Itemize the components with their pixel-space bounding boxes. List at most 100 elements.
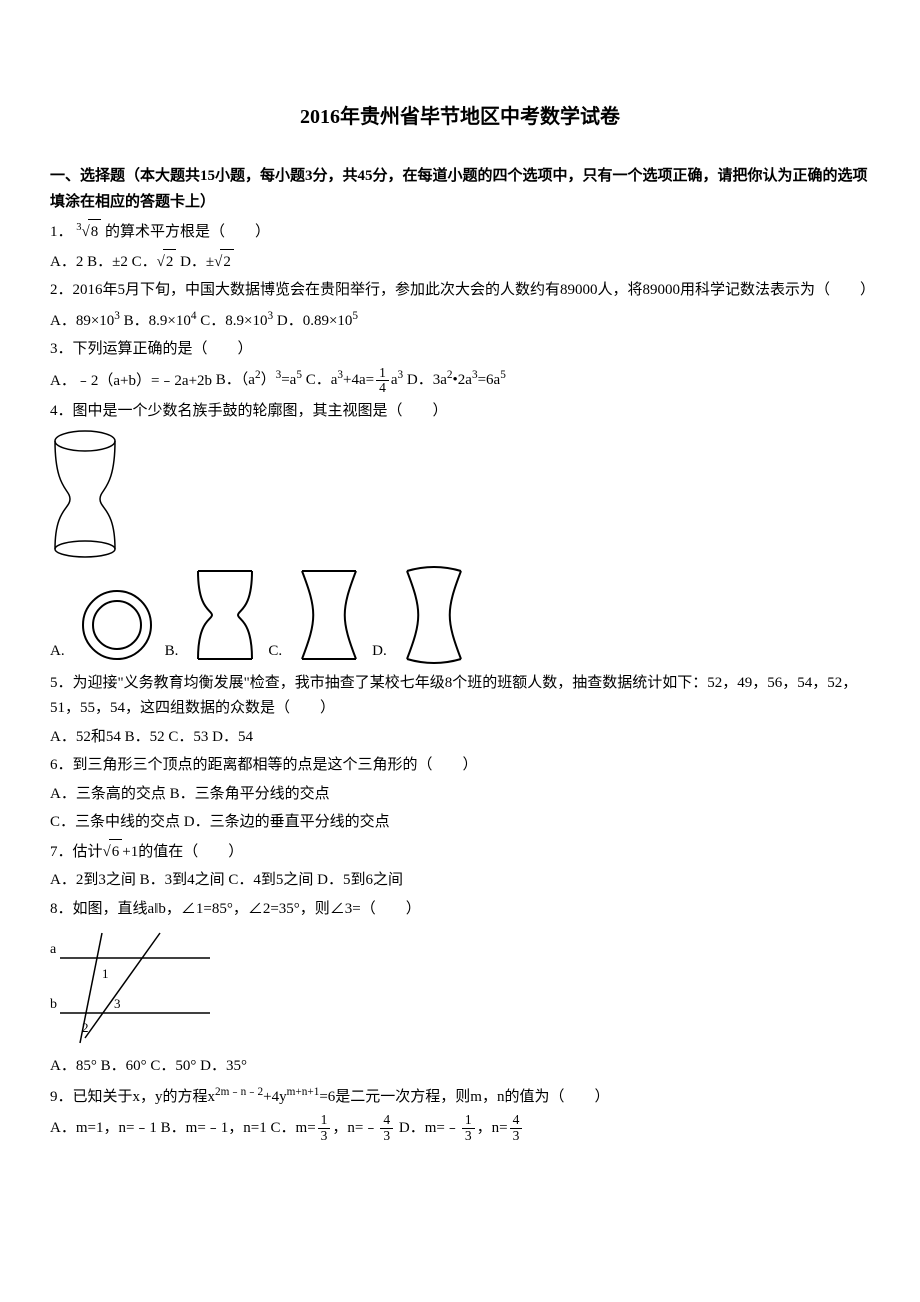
- q1-stem: 1． 3√8 的算术平方根是（ ）: [50, 219, 870, 246]
- q3-d-e3: 5: [500, 369, 506, 381]
- q3-c-pre: C．a: [306, 372, 338, 388]
- q4-stem: 4．图中是一个少数名族手鼓的轮廓图，其主视图是（ ）: [50, 399, 870, 425]
- q3-b-e3: 5: [296, 369, 302, 381]
- q2-choice-d: D．0.89×105: [277, 313, 358, 329]
- q9-stem: 9．已知关于x，y的方程x2m﹣n﹣2+4ym+n+1=6是二元一次方程，则m，…: [50, 1083, 870, 1111]
- drum-outline-icon: [50, 429, 120, 559]
- q9-d-pre: D．m=﹣: [399, 1120, 460, 1136]
- q1-choice-a: A．2: [50, 254, 83, 270]
- q6-choice-a: A．三条高的交点: [50, 786, 166, 802]
- q9-c-n2: 4: [380, 1113, 393, 1129]
- q3-c-num: 1: [376, 366, 389, 382]
- q9-c-pre: C．m=: [271, 1120, 316, 1136]
- q9-pre: 9．已知关于x，y的方程x: [50, 1089, 215, 1105]
- q9-d-frac2: 43: [510, 1113, 523, 1144]
- q1-d-pre: D．±: [180, 254, 214, 270]
- q3-b-pre: B．（a: [216, 372, 255, 388]
- parallel-lines-icon: a b 1 2 3: [50, 928, 220, 1048]
- q5-choice-a: A．52和54: [50, 729, 121, 745]
- q9-e2: m+n+1: [287, 1086, 320, 1098]
- q8-line-b-label: b: [50, 997, 57, 1012]
- q8-figure: a b 1 2 3: [50, 928, 870, 1048]
- q5-choice-b: B．52: [125, 729, 165, 745]
- q3-d-pre: D．3a: [407, 372, 447, 388]
- q9-choices: A．m=1，n=﹣1 B．m=﹣1，n=1 C．m=13，n=﹣43 D．m=﹣…: [50, 1113, 870, 1144]
- q4-figure: [50, 429, 870, 559]
- q7-choice-d: D．5到6之间: [317, 872, 403, 888]
- q5-choices: A．52和54 B．52 C．53 D．54: [50, 725, 870, 751]
- q7-post: +1的值在（ ）: [122, 844, 243, 860]
- q4-choice-a-icon: [77, 585, 157, 665]
- q1-c-pre: C．: [132, 254, 157, 270]
- q8-choice-a: A．85°: [50, 1058, 97, 1074]
- q7-stem: 7．估计√6+1的值在（ ）: [50, 839, 870, 866]
- q9-choice-b: B．m=﹣1，n=1: [161, 1120, 267, 1136]
- q9-e1: 2m﹣n﹣2: [215, 1086, 263, 1098]
- q1-choices: A．2 B．±2 C．√2 D．±√2: [50, 249, 870, 276]
- q9-d-mid: ，n=: [477, 1120, 508, 1136]
- q4-choice-d-icon: [399, 565, 469, 665]
- q3-stem: 3．下列运算正确的是（ ）: [50, 337, 870, 363]
- q9-c-d1: 3: [318, 1129, 331, 1144]
- q3-c-den: 4: [376, 381, 389, 396]
- q5-stem: 5．为迎接"义务教育均衡发展"检查，我市抽查了某校七年级8个班的班额人数，抽查数…: [50, 671, 870, 722]
- q5-choice-d: D．54: [212, 729, 253, 745]
- q4-label-b: B.: [165, 639, 179, 665]
- q7-choices: A．2到3之间 B．3到4之间 C．4到5之间 D．5到6之间: [50, 868, 870, 894]
- q6-choice-b: B．三条角平分线的交点: [170, 786, 330, 802]
- q8-choices: A．85° B．60° C．50° D．35°: [50, 1054, 870, 1080]
- q9-choice-c: C．m=13，n=﹣43: [271, 1120, 399, 1136]
- q4-label-a: A.: [50, 639, 65, 665]
- q8-choice-d: D．35°: [200, 1058, 247, 1074]
- q5-choice-c: C．53: [168, 729, 208, 745]
- q9-choice-d: D．m=﹣13，n=43: [399, 1120, 524, 1136]
- q2-c-exp: 3: [267, 310, 273, 322]
- q9-d-d2: 3: [510, 1129, 523, 1144]
- q1-choice-d: D．±√2: [180, 254, 234, 270]
- section-1-heading: 一、选择题（本大题共15小题，每小题3分，共45分，在每道小题的四个选项中，只有…: [50, 164, 870, 215]
- q8-angle-1: 1: [102, 966, 109, 981]
- page-title: 2016年贵州省毕节地区中考数学试卷: [50, 100, 870, 134]
- q3-d-mid: •2a: [453, 372, 472, 388]
- q9-d-n2: 4: [510, 1113, 523, 1129]
- q3-choices: A．﹣2（a+b）=﹣2a+2b B．（a2）3=a5 C．a3+4a=14a3…: [50, 366, 870, 397]
- q4-label-c: C.: [268, 639, 282, 665]
- q3-d-eq: =6a: [478, 372, 501, 388]
- q1-number: 1．: [50, 224, 73, 240]
- q2-c-pre: C．8.9×10: [200, 313, 267, 329]
- q4-choice-c-icon: [294, 565, 364, 665]
- q3-c-e2: 3: [398, 369, 404, 381]
- q2-choice-c: C．8.9×103: [200, 313, 273, 329]
- q9-c-frac1: 13: [318, 1113, 331, 1144]
- q9-post: =6是二元一次方程，则m，n的值为（ ）: [319, 1089, 609, 1105]
- q3-choice-c: C．a3+4a=14a3: [306, 372, 403, 388]
- q8-choice-c: C．50°: [150, 1058, 196, 1074]
- q8-choice-b: B．60°: [101, 1058, 147, 1074]
- q3-c-mid: +4a=: [343, 372, 374, 388]
- q6-stem: 6．到三角形三个顶点的距离都相等的点是这个三角形的（ ）: [50, 753, 870, 779]
- q9-d-d1: 3: [462, 1129, 475, 1144]
- q4-label-d: D.: [372, 639, 387, 665]
- q3-b-post: =a: [281, 372, 296, 388]
- q6-choices-line2: C．三条中线的交点 D．三条边的垂直平分线的交点: [50, 810, 870, 836]
- q9-c-d2: 3: [380, 1129, 393, 1144]
- q7-choice-a: A．2到3之间: [50, 872, 136, 888]
- q4-choices: A. B. C. D.: [50, 565, 870, 665]
- q6-choices-line1: A．三条高的交点 B．三条角平分线的交点: [50, 782, 870, 808]
- q8-stem: 8．如图，直线a‖b，∠1=85°，∠2=35°，则∠3=（ ）: [50, 897, 870, 923]
- q3-choice-a: A．﹣2（a+b）=﹣2a+2b: [50, 372, 212, 388]
- q9-d-frac1: 13: [462, 1113, 475, 1144]
- q7-choice-b: B．3到4之间: [140, 872, 225, 888]
- q3-c-post: a: [391, 372, 398, 388]
- q1-choice-c: C．√2: [132, 254, 177, 270]
- q1-stem-text: 的算术平方根是（ ）: [105, 224, 270, 240]
- q8-line-a-label: a: [50, 942, 57, 957]
- q2-b-exp: 4: [191, 310, 197, 322]
- q9-choice-a: A．m=1，n=﹣1: [50, 1120, 157, 1136]
- q9-c-n1: 1: [318, 1113, 331, 1129]
- q1-choice-b: B．±2: [87, 254, 128, 270]
- q7-choice-c: C．4到5之间: [228, 872, 313, 888]
- q2-d-pre: D．0.89×10: [277, 313, 353, 329]
- q3-c-frac: 14: [376, 366, 389, 397]
- q1-d-rad: 2: [220, 249, 234, 276]
